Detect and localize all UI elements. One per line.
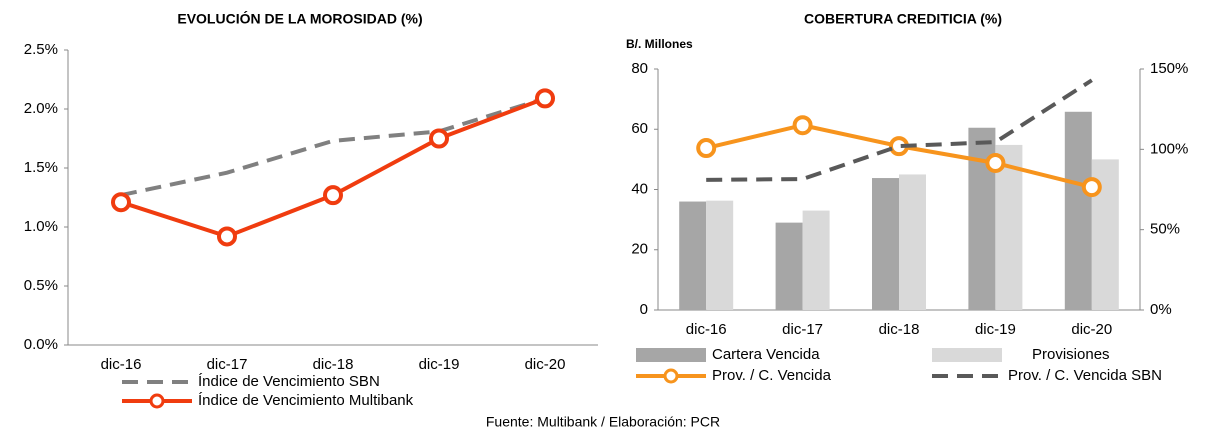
y-tick-label: 40 [631,180,648,197]
x-tick-label: dic-17 [207,356,248,373]
source: Fuente: Multibank / Elaboración: PCR [486,414,720,430]
x-tick-label: dic-19 [975,321,1016,338]
point [323,185,343,206]
bar [899,174,926,310]
y2-tick-label: 150% [1150,60,1188,77]
y2-tick-label: 0% [1150,301,1172,318]
point [111,192,131,213]
point [217,226,237,247]
series-line [706,78,1093,182]
legend-label: Provisiones [1032,346,1110,363]
legend-label: Prov. / C. Vencida [712,367,832,384]
series-line [120,96,546,198]
y-tick-label: 60 [631,120,648,137]
y-tick-label: 0.5% [24,277,58,294]
point [985,152,1006,173]
y-tick-label: 1.5% [24,159,58,176]
chart-title: COBERTURA CREDITICIA (%) [804,11,1002,27]
y-tick-label: 20 [631,241,648,258]
y-tick-label: 0.0% [24,336,58,353]
x-tick-label: dic-18 [879,321,920,338]
bar [775,222,803,310]
legend-label: Índice de Vencimiento Multibank [198,392,414,409]
legend-swatch [636,348,706,362]
point [429,128,449,149]
bar [872,178,899,310]
x-tick-label: dic-17 [782,321,823,338]
bar [1064,111,1092,310]
bar [706,200,734,310]
y-tick-label: 1.0% [24,218,58,235]
legend-marker [663,368,679,384]
legend-label: Índice de Vencimiento SBN [198,373,380,390]
point [696,138,717,159]
x-tick-label: dic-16 [101,356,142,373]
bar [679,201,707,310]
legend-marker [149,393,165,409]
y2-tick-label: 100% [1150,140,1188,157]
point [535,88,555,109]
y-tick-label: 2.0% [24,100,58,117]
bar [802,210,830,310]
x-tick-label: dic-20 [1071,321,1112,338]
legend-label: Cartera Vencida [712,346,820,363]
legend-label: Prov. / C. Vencida SBN [1008,367,1162,384]
point [1081,177,1102,198]
bar [995,144,1023,310]
y-tick-label: 0 [640,301,648,318]
y-tick-label: 80 [631,60,648,77]
x-tick-label: dic-20 [525,356,566,373]
legend-swatch [932,348,1002,362]
x-tick-label: dic-19 [419,356,460,373]
y-tick-label: 2.5% [24,41,58,58]
chart-title: EVOLUCIÓN DE LA MOROSIDAD (%) [177,10,422,27]
point [792,115,813,136]
y2-tick-label: 50% [1150,221,1180,238]
series-line [120,96,546,239]
x-tick-label: dic-18 [313,356,354,373]
y-axis-label: B/. Millones [626,37,693,51]
x-tick-label: dic-16 [686,321,727,338]
